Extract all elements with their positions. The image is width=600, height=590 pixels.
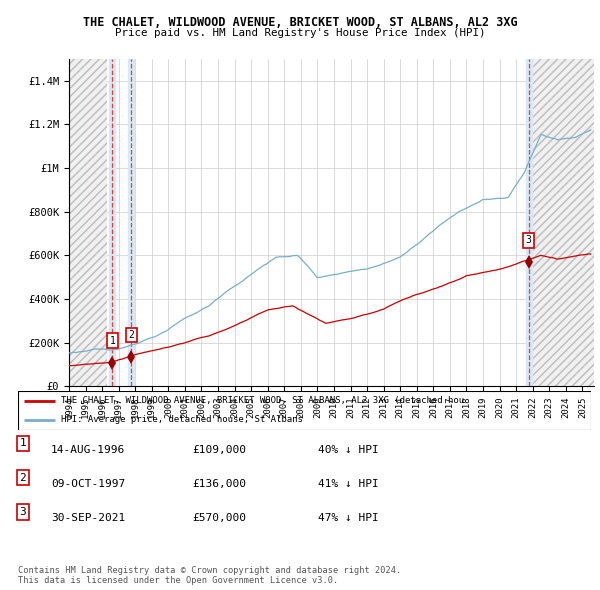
Text: 2: 2	[128, 330, 134, 340]
Text: 1: 1	[109, 336, 115, 346]
Text: 47% ↓ HPI: 47% ↓ HPI	[318, 513, 379, 523]
Text: 3: 3	[526, 235, 532, 245]
Text: THE CHALET, WILDWOOD AVENUE, BRICKET WOOD, ST ALBANS, AL2 3XG: THE CHALET, WILDWOOD AVENUE, BRICKET WOO…	[83, 16, 517, 29]
Text: Contains HM Land Registry data © Crown copyright and database right 2024.
This d: Contains HM Land Registry data © Crown c…	[18, 566, 401, 585]
Text: 30-SEP-2021: 30-SEP-2021	[51, 513, 125, 523]
Bar	[109, 59, 115, 386]
Text: 14-AUG-1996: 14-AUG-1996	[51, 445, 125, 455]
Text: 09-OCT-1997: 09-OCT-1997	[51, 479, 125, 489]
Text: £136,000: £136,000	[192, 479, 246, 489]
Text: 1: 1	[19, 438, 26, 448]
Text: £109,000: £109,000	[192, 445, 246, 455]
Text: Price paid vs. HM Land Registry's House Price Index (HPI): Price paid vs. HM Land Registry's House …	[115, 28, 485, 38]
Text: 2: 2	[19, 473, 26, 483]
Text: £570,000: £570,000	[192, 513, 246, 523]
Text: 3: 3	[19, 507, 26, 517]
Bar	[526, 59, 532, 386]
Text: 41% ↓ HPI: 41% ↓ HPI	[318, 479, 379, 489]
Bar	[128, 59, 134, 386]
Text: 40% ↓ HPI: 40% ↓ HPI	[318, 445, 379, 455]
Text: HPI: Average price, detached house, St Albans: HPI: Average price, detached house, St A…	[61, 415, 303, 424]
Text: THE CHALET, WILDWOOD AVENUE, BRICKET WOOD, ST ALBANS, AL2 3XG (detached hou: THE CHALET, WILDWOOD AVENUE, BRICKET WOO…	[61, 396, 464, 405]
